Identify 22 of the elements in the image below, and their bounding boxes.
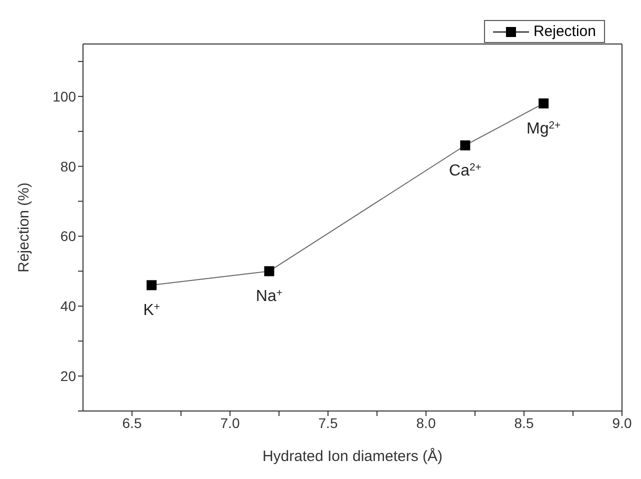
legend-label: Rejection <box>533 23 596 40</box>
annotation: K$^{+}$ <box>143 302 160 320</box>
text: 9.0 <box>612 414 632 431</box>
point <box>538 98 549 108</box>
x-tick-label: 7.5 <box>318 414 338 431</box>
y-axis-title: Rejection (%) <box>15 182 32 273</box>
point <box>146 280 157 290</box>
y-tick-label: 20 <box>60 368 76 384</box>
point <box>264 266 274 276</box>
y-tick-label: 40 <box>60 298 76 314</box>
x-tick-label: 6.5 <box>122 414 142 431</box>
y-tick-label: 60 <box>60 228 76 244</box>
text: 7.0 <box>220 414 240 431</box>
point <box>460 140 470 150</box>
x-axis-title: Hydrated Ion diameters (Å) <box>262 447 443 465</box>
text: 8.0 <box>416 414 436 431</box>
x-tick-label: 8.5 <box>514 414 534 431</box>
annotation: Na$^{+}$ <box>256 288 282 306</box>
annotation: Mg$^{2+}$ <box>526 120 561 138</box>
y-tick-label: 100 <box>52 88 76 104</box>
y-tick-label: 80 <box>60 158 76 174</box>
annotation: Ca$^{2+}$ <box>449 162 482 180</box>
